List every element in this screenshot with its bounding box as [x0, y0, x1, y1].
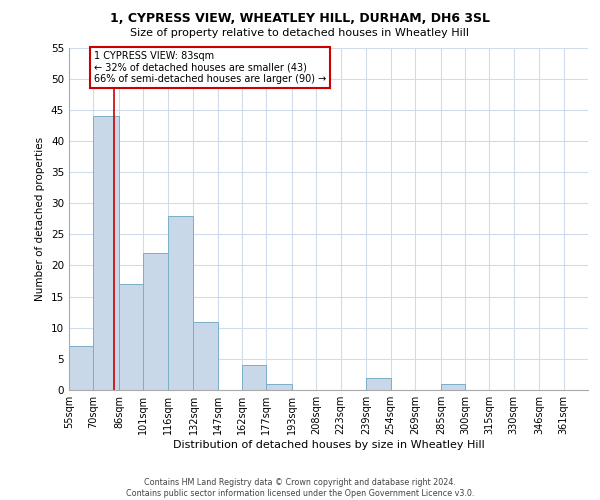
Bar [69, 346, 93, 390]
Bar [167, 216, 193, 390]
Bar [367, 378, 391, 390]
Text: Size of property relative to detached houses in Wheatley Hill: Size of property relative to detached ho… [131, 28, 470, 38]
Bar [143, 253, 167, 390]
Bar [242, 365, 266, 390]
Text: 1 CYPRESS VIEW: 83sqm
← 32% of detached houses are smaller (43)
66% of semi-deta: 1 CYPRESS VIEW: 83sqm ← 32% of detached … [94, 50, 326, 84]
Bar [266, 384, 292, 390]
Bar [93, 116, 119, 390]
Text: Contains HM Land Registry data © Crown copyright and database right 2024.
Contai: Contains HM Land Registry data © Crown c… [126, 478, 474, 498]
Bar [119, 284, 143, 390]
Bar [441, 384, 465, 390]
Y-axis label: Number of detached properties: Number of detached properties [35, 136, 46, 301]
Bar [193, 322, 218, 390]
Text: 1, CYPRESS VIEW, WHEATLEY HILL, DURHAM, DH6 3SL: 1, CYPRESS VIEW, WHEATLEY HILL, DURHAM, … [110, 12, 490, 26]
X-axis label: Distribution of detached houses by size in Wheatley Hill: Distribution of detached houses by size … [173, 440, 484, 450]
